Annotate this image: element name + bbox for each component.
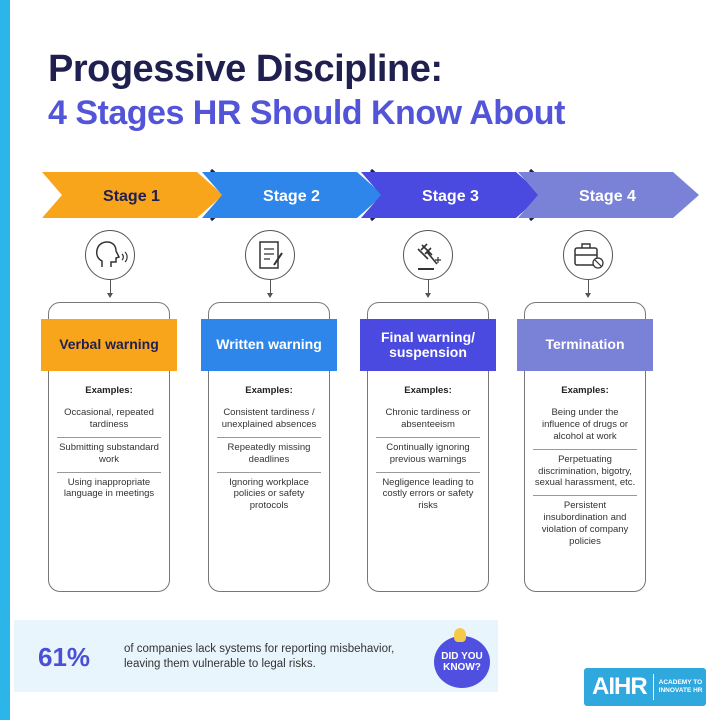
example-item: Submitting substandard work bbox=[57, 438, 161, 473]
briefcase-cancel-icon bbox=[563, 230, 613, 280]
examples-label: Examples: bbox=[404, 385, 452, 396]
stage-arrow bbox=[42, 172, 223, 218]
stage-name: Written warning bbox=[201, 319, 337, 371]
example-item: Consistent tardiness / unexplained absen… bbox=[217, 403, 321, 438]
stage-card: Verbal warning Examples: Occasional, rep… bbox=[41, 302, 177, 592]
did-you-know-box: 61% of companies lack systems for report… bbox=[14, 620, 498, 692]
down-arrow-icon bbox=[585, 280, 591, 298]
down-arrow-icon bbox=[107, 280, 113, 298]
stage-card: Final warning/ suspension Examples: Chro… bbox=[360, 302, 496, 592]
stage-arrow bbox=[202, 172, 383, 218]
examples-label: Examples: bbox=[561, 385, 609, 396]
stat-percent: 61% bbox=[38, 642, 91, 672]
stage-arrow bbox=[518, 172, 699, 218]
stage-arrows: Stage 1 Stage 2 Stage 3 Stage 4 bbox=[42, 168, 699, 222]
example-item: Negligence leading to costly errors or s… bbox=[382, 476, 474, 512]
example-item: Being under the influence of drugs or al… bbox=[533, 403, 637, 450]
down-arrow-icon bbox=[425, 280, 431, 298]
stage-label: Stage 3 bbox=[422, 188, 479, 205]
example-item: Perpetuating discrimination, bigotry, se… bbox=[533, 450, 637, 497]
page-subtitle: 4 Stages HR Should Know About bbox=[48, 94, 565, 132]
down-arrow-icon bbox=[267, 280, 273, 298]
document-pen-icon bbox=[245, 230, 295, 280]
stage-label: Stage 1 bbox=[103, 188, 160, 205]
page-title: Progessive Discipline: bbox=[48, 48, 443, 90]
stage-arrow bbox=[361, 172, 542, 218]
example-item: Using inappropriate language in meetings bbox=[63, 476, 155, 500]
did-you-know-badge: DID YOU KNOW? bbox=[434, 636, 490, 688]
example-item: Ignoring workplace policies or safety pr… bbox=[229, 476, 309, 512]
accent-bar bbox=[0, 0, 10, 720]
example-item: Persistent insubordination and violation… bbox=[541, 500, 629, 547]
example-item: Chronic tardiness or absenteeism bbox=[376, 403, 480, 438]
gavel-icon bbox=[403, 230, 453, 280]
examples-label: Examples: bbox=[245, 385, 293, 396]
stage-label: Stage 2 bbox=[263, 188, 320, 205]
stage-name: Termination bbox=[517, 319, 653, 371]
example-item: Repeatedly missing deadlines bbox=[217, 438, 321, 473]
stage-name: Verbal warning bbox=[41, 319, 177, 371]
aihr-logo: AIHR ACADEMY TO INNOVATE HR bbox=[584, 668, 706, 706]
example-item: Occasional, repeated tardiness bbox=[57, 403, 161, 438]
stage-card: Written warning Examples: Consistent tar… bbox=[201, 302, 337, 592]
stage-label: Stage 4 bbox=[579, 188, 636, 205]
speaking-head-icon bbox=[85, 230, 135, 280]
stage-name: Final warning/ suspension bbox=[360, 319, 496, 371]
stage-card: Termination Examples: Being under the in… bbox=[517, 302, 653, 592]
examples-label: Examples: bbox=[85, 385, 133, 396]
lightbulb-icon bbox=[454, 628, 466, 642]
stat-text: of companies lack systems for reporting … bbox=[124, 643, 395, 670]
example-item: Continually ignoring previous warnings bbox=[376, 438, 480, 473]
